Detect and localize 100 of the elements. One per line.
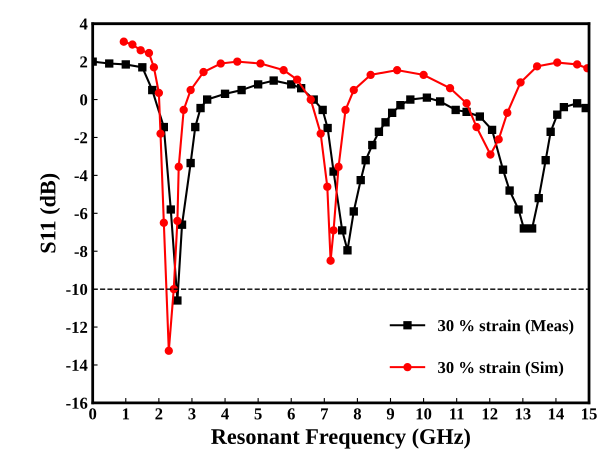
point: [293, 75, 302, 84]
y-tick-label: -8: [74, 246, 88, 258]
point: [191, 122, 200, 132]
point: [199, 68, 208, 76]
point: [436, 97, 444, 106]
point: [164, 346, 173, 355]
point: [316, 130, 325, 138]
point: [220, 90, 230, 98]
point: [343, 246, 352, 254]
point: [144, 48, 154, 58]
point: [254, 80, 262, 89]
point: [381, 118, 390, 126]
point: [368, 140, 376, 150]
point: [128, 40, 137, 49]
y-tick-label: -6: [74, 208, 88, 220]
point: [422, 93, 432, 102]
point: [196, 104, 205, 112]
point: [256, 59, 265, 68]
x-tick-label: 2: [155, 408, 162, 420]
point: [514, 205, 523, 214]
point: [388, 108, 396, 117]
point: [156, 130, 165, 138]
point: [279, 66, 288, 74]
point: [160, 218, 168, 227]
y-tick-label: 4: [80, 18, 88, 30]
x-tick-label: 4: [221, 408, 229, 420]
x-tick-label: 0: [89, 408, 96, 420]
point: [334, 162, 343, 172]
point: [120, 38, 128, 46]
legend-label: 30 % strain (Meas): [438, 320, 574, 335]
point: [528, 224, 536, 233]
x-tick-label: 1: [122, 408, 130, 420]
point: [494, 135, 503, 144]
point: [173, 216, 182, 226]
point: [323, 182, 332, 191]
point: [173, 296, 182, 305]
point: [166, 205, 175, 214]
x-tick-label: 11: [450, 408, 464, 420]
y-tick-label: -2: [74, 132, 88, 144]
point: [542, 156, 550, 164]
point: [396, 101, 405, 110]
point: [350, 207, 358, 216]
point: [406, 95, 415, 104]
point: [174, 162, 183, 172]
x-tick-label: 9: [386, 408, 394, 420]
y-tick-label: 2: [80, 56, 88, 68]
point: [446, 84, 454, 92]
point: [318, 106, 327, 114]
point: [546, 128, 555, 136]
point: [362, 156, 370, 164]
x-tick-label: 14: [548, 408, 564, 420]
point: [476, 112, 484, 121]
y-tick-label: -14: [66, 360, 88, 371]
point: [486, 150, 495, 159]
x-tick-label: 8: [354, 408, 362, 420]
x-tick-label: 3: [188, 408, 196, 420]
point: [392, 66, 402, 74]
point: [505, 186, 514, 195]
point: [341, 106, 350, 114]
y-tick-label: -16: [66, 398, 88, 409]
point: [532, 62, 542, 71]
point: [572, 99, 582, 108]
point: [553, 58, 562, 67]
point: [233, 57, 242, 66]
point: [270, 76, 278, 85]
point: [150, 63, 158, 72]
point: [572, 60, 582, 69]
point: [488, 126, 496, 134]
point: [306, 95, 315, 104]
point: [203, 95, 212, 104]
point: [122, 60, 130, 69]
point: [503, 108, 512, 117]
point: [323, 124, 332, 132]
point: [154, 88, 164, 98]
point: [553, 110, 562, 119]
point: [326, 256, 335, 265]
x-tick-label: 5: [254, 408, 262, 420]
x-tick-label: 13: [516, 408, 531, 420]
x-tick-label: 10: [416, 408, 432, 420]
point: [516, 78, 525, 87]
y-tick-label: -10: [66, 284, 88, 296]
x-axis-title: Resonant Frequency (GHz): [211, 428, 470, 449]
point: [329, 226, 338, 235]
point: [237, 86, 246, 94]
x-tick-label: 12: [482, 408, 498, 420]
y-tick-label: -12: [66, 322, 88, 333]
x-tick-label: 6: [288, 408, 295, 420]
point: [472, 122, 481, 132]
point: [338, 226, 346, 235]
y-tick-label: 0: [80, 94, 88, 106]
x-tick-label: 15: [582, 408, 597, 420]
point: [374, 128, 384, 136]
point: [148, 86, 156, 94]
point: [356, 176, 365, 184]
point: [534, 194, 543, 202]
point: [138, 63, 146, 72]
point: [452, 106, 460, 114]
point: [105, 59, 114, 68]
point: [462, 99, 471, 108]
point: [560, 102, 568, 112]
